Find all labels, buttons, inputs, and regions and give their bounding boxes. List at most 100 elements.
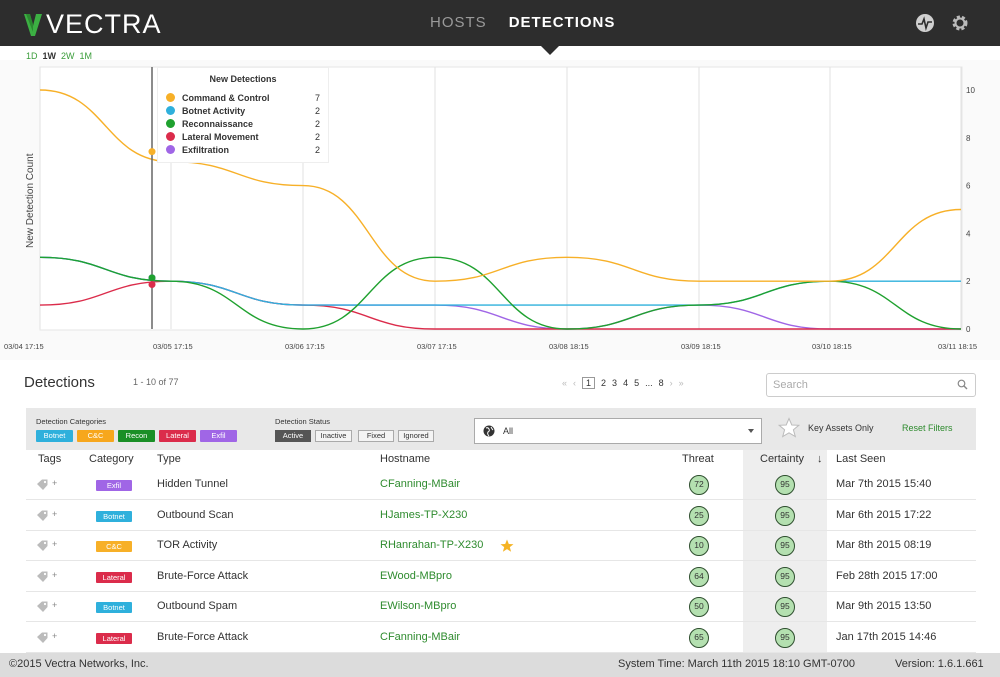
table-row[interactable]: + Lateral Brute-Force Attack EWood-MBpro 64 9… bbox=[26, 562, 976, 592]
hostname-link[interactable]: EWilson-MBpro bbox=[380, 600, 457, 612]
legend-dot-lateral bbox=[166, 132, 175, 141]
tag-icon[interactable] bbox=[36, 510, 48, 522]
col-hostname[interactable]: Hostname bbox=[380, 453, 431, 465]
page-8[interactable]: 8 bbox=[658, 378, 664, 388]
table-row[interactable]: + Botnet Outbound Scan HJames-TP-X230 25 95 Ma… bbox=[26, 501, 976, 531]
col-last-seen[interactable]: Last Seen bbox=[836, 453, 886, 465]
col-threat[interactable]: Threat bbox=[682, 453, 714, 465]
category-chip: Botnet bbox=[96, 510, 132, 522]
col-certainty[interactable]: Certainty bbox=[760, 453, 805, 465]
tag-icon[interactable] bbox=[36, 571, 48, 583]
hostname-link[interactable]: EWood-MBpro bbox=[380, 569, 452, 582]
col-category[interactable]: Category bbox=[89, 453, 134, 465]
logo[interactable]: VECTRA bbox=[24, 9, 162, 40]
col-type[interactable]: Type bbox=[157, 453, 181, 465]
chart-legend: New Detections Command & Control 7 Botne… bbox=[157, 67, 329, 163]
hostname-link[interactable]: CFanning-MBair bbox=[380, 630, 461, 643]
legend-name: Botnet Activity bbox=[182, 105, 246, 116]
threat-score: 10 bbox=[689, 536, 709, 556]
table-row[interactable]: + Botnet Outbound Spam EWilson-MBpro 50 95 Mar… bbox=[26, 592, 976, 622]
scope-select-value: All bbox=[503, 426, 514, 436]
last-page-button[interactable]: » bbox=[678, 378, 684, 388]
search-input[interactable] bbox=[766, 373, 976, 397]
page-3[interactable]: 3 bbox=[612, 378, 618, 388]
result-range: 1 - 10 of 77 bbox=[133, 377, 179, 387]
tag-icon[interactable] bbox=[36, 540, 48, 552]
legend-dot-exfil bbox=[166, 145, 175, 154]
filter-chip-botnet[interactable]: Botnet bbox=[36, 430, 73, 442]
scope-select[interactable]: All bbox=[474, 418, 762, 444]
version: Version: 1.6.1.661 bbox=[895, 658, 984, 670]
prev-page-button[interactable]: ‹ bbox=[573, 378, 577, 388]
filter-bar: Detection Categories Botnet C&C Recon La… bbox=[26, 408, 976, 450]
detection-type[interactable]: Hidden Tunnel bbox=[157, 478, 228, 490]
filter-chip-recon[interactable]: Recon bbox=[118, 430, 155, 442]
sort-arrow-icon[interactable]: ↓ bbox=[817, 453, 823, 465]
detection-type[interactable]: Brute-Force Attack bbox=[157, 569, 249, 582]
status-chip-active[interactable]: Active bbox=[275, 430, 311, 442]
threat-score: 50 bbox=[689, 597, 709, 617]
key-assets-star-icon[interactable] bbox=[778, 417, 800, 439]
table-row[interactable]: + Exfil Hidden Tunnel CFanning-MBair 72 95 Mar… bbox=[26, 470, 976, 500]
detection-type[interactable]: Outbound Spam bbox=[157, 600, 238, 612]
last-seen: Jan 17th 2015 14:46 bbox=[836, 630, 937, 643]
chart-svg: 03/04 17:15 03/05 17:15 03/06 17:15 03/07 1… bbox=[4, 66, 977, 351]
add-tag-button[interactable]: + bbox=[52, 600, 58, 610]
col-tags[interactable]: Tags bbox=[38, 453, 62, 465]
tag-icon[interactable] bbox=[36, 479, 48, 491]
table-row[interactable]: + C&C TOR Activity RHanrahan-TP-X230 10 95 Mar… bbox=[26, 531, 976, 561]
legend-name: Reconnaissance bbox=[182, 118, 254, 129]
key-asset-star-icon[interactable] bbox=[500, 539, 514, 553]
page-5[interactable]: 5 bbox=[634, 378, 640, 388]
legend-name: Lateral Movement bbox=[182, 131, 259, 142]
legend-dot-botnet bbox=[166, 106, 175, 115]
x-tick-label: 03/11 18:15 bbox=[938, 342, 977, 351]
detection-type[interactable]: Brute-Force Attack bbox=[157, 630, 249, 643]
range-tab-1m[interactable]: 1M bbox=[79, 51, 93, 61]
range-tab-1d[interactable]: 1D bbox=[26, 51, 38, 61]
status-chip-ignored[interactable]: Ignored bbox=[398, 430, 434, 442]
status-chip-fixed[interactable]: Fixed bbox=[358, 430, 394, 442]
add-tag-button[interactable]: + bbox=[52, 630, 58, 641]
key-assets-label: Key Assets Only bbox=[808, 423, 874, 433]
status-chip-inactive[interactable]: Inactive bbox=[315, 430, 352, 442]
next-page-button[interactable]: › bbox=[669, 378, 673, 388]
filter-chip-cc[interactable]: C&C bbox=[77, 430, 114, 442]
table-row[interactable]: + Lateral Brute-Force Attack CFanning-MBair… bbox=[26, 623, 976, 653]
add-tag-button[interactable]: + bbox=[52, 569, 58, 580]
category-chip: Exfil bbox=[96, 480, 132, 491]
hostname-link[interactable]: RHanrahan-TP-X230 bbox=[380, 539, 484, 551]
gear-icon[interactable] bbox=[950, 13, 970, 33]
detection-type[interactable]: Outbound Scan bbox=[157, 508, 234, 521]
y-tick-label: 10 bbox=[966, 86, 975, 95]
hostname-link[interactable]: HJames-TP-X230 bbox=[380, 508, 468, 521]
last-seen: Mar 7th 2015 15:40 bbox=[836, 478, 932, 490]
range-tab-2w[interactable]: 2W bbox=[61, 51, 75, 61]
reset-filters-link[interactable]: Reset Filters bbox=[902, 423, 953, 433]
add-tag-button[interactable]: + bbox=[52, 539, 58, 549]
detection-type[interactable]: TOR Activity bbox=[157, 539, 218, 551]
certainty-score: 95 bbox=[775, 505, 795, 526]
range-tab-1w[interactable]: 1W bbox=[42, 51, 57, 61]
y-tick-label: 8 bbox=[966, 134, 971, 143]
footer: ©2015 Vectra Networks, Inc. System Time:… bbox=[0, 653, 1000, 677]
legend-dot-recon bbox=[166, 119, 175, 128]
page-4[interactable]: 4 bbox=[623, 378, 629, 388]
search-icon[interactable] bbox=[957, 379, 968, 390]
page-1[interactable]: 1 bbox=[582, 377, 596, 389]
filter-chip-lateral[interactable]: Lateral bbox=[159, 430, 196, 442]
nav-hosts[interactable]: HOSTS bbox=[430, 14, 487, 31]
tag-icon[interactable] bbox=[36, 601, 48, 613]
filter-chip-exfil[interactable]: Exfil bbox=[200, 430, 237, 442]
first-page-button[interactable]: « bbox=[562, 378, 568, 388]
nav-detections[interactable]: DETECTIONS bbox=[508, 14, 616, 31]
page-2[interactable]: 2 bbox=[601, 378, 607, 388]
activity-icon[interactable] bbox=[915, 13, 935, 33]
x-tick-label: 03/06 17:15 bbox=[285, 342, 325, 351]
x-tick-label: 03/05 17:15 bbox=[153, 342, 193, 351]
hostname-link[interactable]: CFanning-MBair bbox=[380, 478, 461, 490]
add-tag-button[interactable]: + bbox=[52, 478, 58, 488]
add-tag-button[interactable]: + bbox=[52, 508, 58, 519]
pagination: « ‹ 1 2 3 4 5 ... 8 › » bbox=[562, 377, 684, 389]
tag-icon[interactable] bbox=[36, 632, 48, 644]
